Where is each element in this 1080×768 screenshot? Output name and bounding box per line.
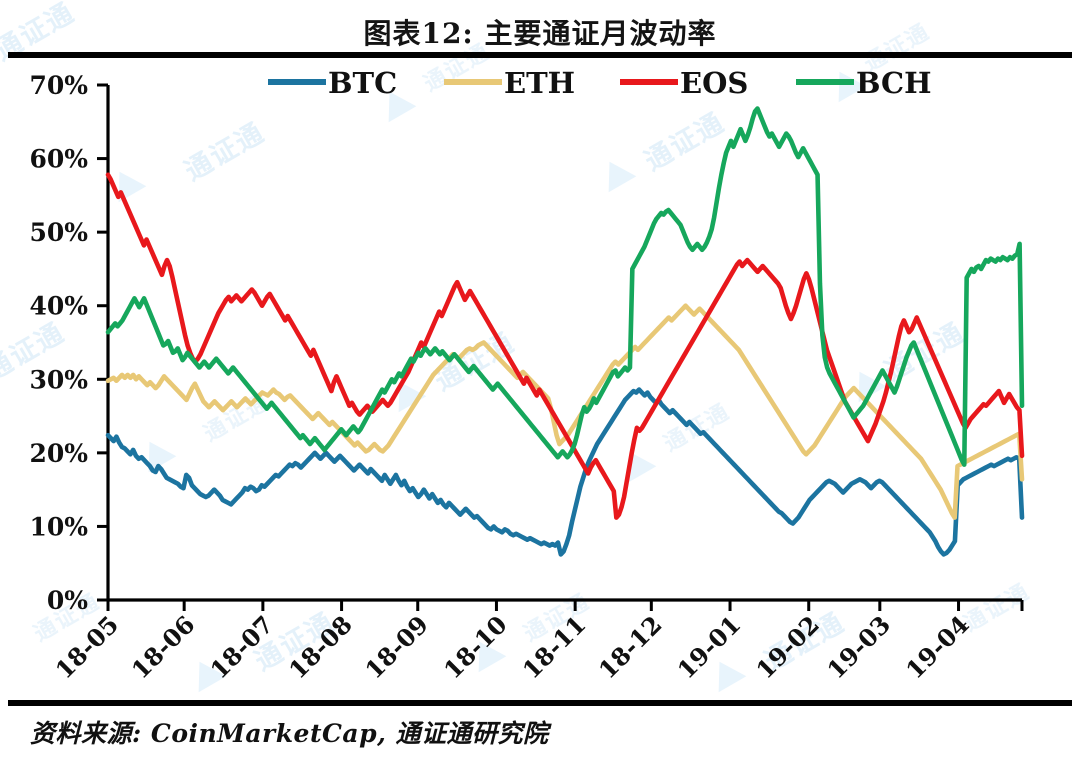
legend-label-bch: BCH [856,66,932,100]
divider-bottom [8,700,1072,706]
y-tick-label: 40% [29,292,88,321]
x-tick-label: 18-08 [283,610,358,685]
x-tick-label: 18-05 [49,610,124,685]
x-tick-label: 18-12 [593,610,668,685]
series-line-bch [105,106,1025,467]
source-note: 资料来源: CoinMarketCap, 通证通研究院 [30,719,549,748]
x-tick-label: 18-11 [517,610,592,685]
y-tick-label: 30% [29,365,88,394]
y-tick-label: 60% [29,145,88,174]
title-bar: 图表12: 主要通证月波动率 [0,0,1080,56]
y-tick-label: 70% [29,71,88,100]
x-tick-label: 19-01 [671,610,746,685]
y-tick-label: 20% [29,439,88,468]
page-title: 图表12: 主要通证月波动率 [363,17,717,50]
plot-area: BTC ETH EOS BCH 0% 10% 20% 30% 40% 50% 60% 70% 18-… [0,56,1080,700]
series-lines [105,106,1025,557]
legend-label-btc: BTC [328,66,397,100]
y-tick-label: 50% [29,218,88,247]
divider-top [8,52,1072,58]
series-line-eos [105,172,1025,520]
x-tick-label: 19-02 [750,610,825,685]
y-tick-label: 0% [47,586,88,615]
legend-label-eos: EOS [680,66,748,100]
x-tick-label: 18-10 [438,610,513,685]
x-tick-label: 18-07 [204,610,279,685]
y-axis: 0% 10% 20% 30% 40% 50% 60% 70% [29,71,110,615]
series-line-btc [105,387,1025,557]
x-tick-label: 18-09 [359,610,434,685]
legend-label-eth: ETH [504,66,575,100]
y-tick-label: 10% [29,512,88,541]
x-axis: 18-05 18-06 18-07 18-08 18-09 18-10 18-11 18-12… [49,598,1024,685]
x-tick-label: 19-03 [821,610,896,685]
line-chart-svg: BTC ETH EOS BCH 0% 10% 20% 30% 40% 50% 60% 70% 18-… [29,66,1025,685]
x-tick-label: 18-06 [126,610,201,685]
chart-legend: BTC ETH EOS BCH [268,66,932,100]
x-tick-label: 19-04 [900,610,975,685]
